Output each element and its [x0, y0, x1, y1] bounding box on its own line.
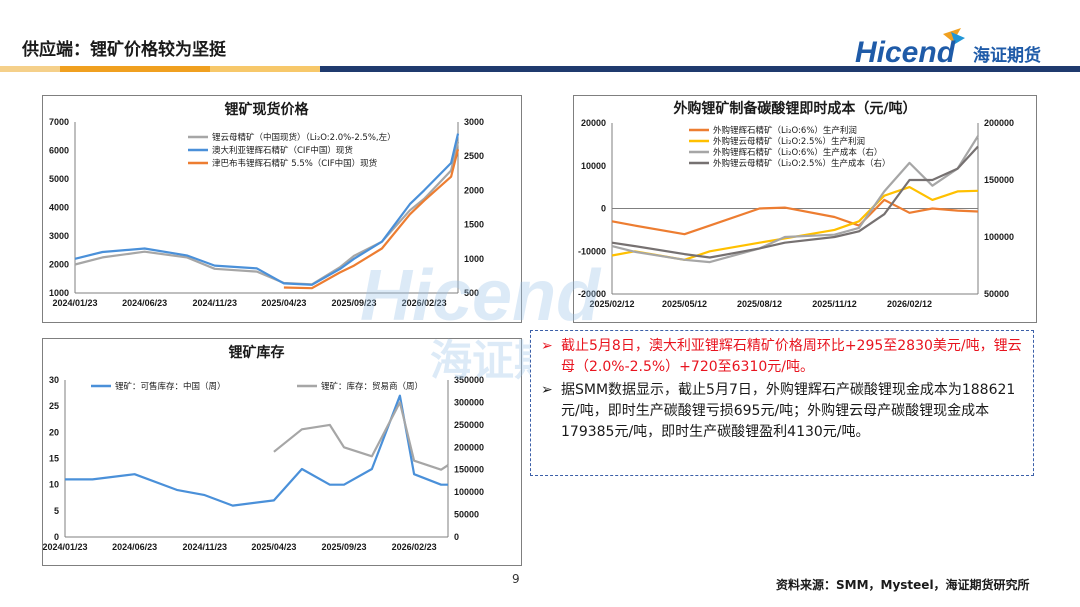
y-left-tick-label: 1000	[49, 288, 69, 298]
series-line	[611, 186, 979, 261]
y-right-tick-label: 0	[454, 532, 459, 542]
y-right-tick-label: 100000	[454, 487, 484, 497]
legend-label: 外购锂辉石精矿（Li₂O:6%）生产成本（右）	[713, 147, 882, 158]
x-tick-label: 2024/01/23	[52, 298, 97, 308]
series-line	[74, 133, 460, 286]
series-line	[611, 135, 979, 264]
y-right-tick-label: 2000	[464, 185, 484, 195]
y-right-tick-label: 2500	[464, 151, 484, 161]
y-left-tick-label: 0	[601, 204, 606, 214]
x-tick-label: 2025/08/12	[737, 299, 782, 309]
chart-title: 锂矿现货价格	[225, 101, 310, 118]
y-left-tick-label: 15	[49, 454, 59, 464]
y-left-tick-label: 25	[49, 401, 59, 411]
x-tick-label: 2024/06/23	[122, 298, 167, 308]
legend-label: 津巴布韦锂辉石精矿 5.5%（CIF中国）现货	[212, 158, 378, 169]
y-left-tick-label: 3000	[49, 231, 69, 241]
header-bar	[0, 66, 1080, 72]
source-note: 资料来源：SMM，Mysteel，海证期货研究所	[776, 578, 1030, 592]
chart-title: 锂矿库存	[229, 344, 285, 361]
chart-title: 外购锂矿制备碳酸锂即时成本（元/吨）	[673, 100, 916, 117]
x-tick-label: 2025/09/23	[331, 298, 376, 308]
x-tick-label: 2025/04/23	[261, 298, 306, 308]
y-right-tick-label: 1500	[464, 220, 484, 230]
legend-label: 锂矿：可售库存：中国（周）	[115, 381, 226, 392]
x-tick-label: 2024/11/23	[182, 542, 227, 552]
x-tick-label: 2025/04/23	[251, 542, 296, 552]
arrow-bullet-icon: ➢	[541, 338, 553, 354]
page-number: 9	[512, 572, 520, 586]
y-right-tick-label: 200000	[454, 442, 484, 452]
y-left-tick-label: 10000	[581, 161, 606, 171]
cost-profit-chart: 外购锂矿制备碳酸锂即时成本（元/吨） -20000 -10000 0 10000 2000…	[573, 95, 1037, 323]
slide-title: 供应端：锂矿价格较为坚挺	[22, 40, 226, 60]
y-right-tick-label: 350000	[454, 375, 484, 385]
y-left-tick-label: -20000	[578, 289, 606, 299]
y-left-tick-label: 4000	[49, 203, 69, 213]
y-left-tick-label: 5000	[49, 174, 69, 184]
y-right-tick-label: 500	[464, 288, 479, 298]
x-tick-label: 2025/11/12	[812, 299, 857, 309]
legend-label: 澳大利亚锂辉石精矿（CIF中国）现货	[212, 145, 353, 156]
legend-label: 外购锂辉石精矿（Li₂O:6%）生产利润	[713, 125, 857, 136]
callout-bullet: ➢ 据SMM数据显示，截止5月7日，外购锂辉石产碳酸锂现金成本为188621元/…	[541, 380, 1023, 443]
x-tick-label: 2026/02/23	[392, 542, 437, 552]
y-left-tick-label: 6000	[49, 146, 69, 156]
y-right-tick-label: 3000	[464, 117, 484, 127]
y-left-tick-label: 10	[49, 480, 59, 490]
callout-bullet-text: 截止5月8日，澳大利亚锂辉石精矿价格周环比+295至2830美元/吨，锂云母（2…	[561, 338, 1022, 375]
legend-label: 锂云母精矿（中国现货）（Li₂O:2.0%-2.5%,左）	[212, 132, 396, 143]
series-line	[611, 198, 979, 236]
x-tick-label: 2024/11/23	[192, 298, 237, 308]
inventory-chart: 锂矿库存 0 5 10 15 20 25 30 0 50000 100000 150000 200000…	[42, 338, 522, 566]
x-tick-label: 2025/05/12	[662, 299, 707, 309]
legend-label: 锂矿：库存：贸易商（周）	[321, 381, 423, 392]
y-left-tick-label: -10000	[578, 246, 606, 256]
logo-mark-icon	[943, 28, 965, 44]
y-right-tick-label: 50000	[454, 510, 479, 520]
legend-label: 外购锂云母精矿（Li₂O:2.5%）生产利润	[713, 136, 865, 147]
y-left-tick-label: 20000	[581, 118, 606, 128]
y-right-tick-label: 200000	[984, 118, 1014, 128]
arrow-bullet-icon: ➢	[541, 382, 553, 398]
y-left-tick-label: 30	[49, 375, 59, 385]
x-tick-label: 2025/02/12	[589, 299, 634, 309]
y-right-tick-label: 150000	[454, 465, 484, 475]
series-line	[283, 149, 460, 290]
logo-text: Hicend	[855, 36, 956, 69]
y-left-tick-label: 5	[54, 506, 59, 516]
x-tick-label: 2026/02/23	[402, 298, 447, 308]
spot-price-chart: 锂矿现货价格 1000 2000 3000 4000 5000 6000 7000 500 100…	[42, 95, 522, 323]
x-tick-label: 2025/09/23	[321, 542, 366, 552]
series-line	[273, 401, 449, 471]
y-right-tick-label: 1000	[464, 254, 484, 264]
y-left-tick-label: 20	[49, 427, 59, 437]
y-right-tick-label: 150000	[984, 175, 1014, 185]
y-right-tick-label: 250000	[454, 420, 484, 430]
y-right-tick-label: 100000	[984, 232, 1014, 242]
series-line	[65, 394, 448, 507]
callout-bullet-text: 据SMM数据显示，截止5月7日，外购锂辉石产碳酸锂现金成本为188621元/吨，…	[561, 382, 1016, 440]
x-tick-label: 2024/01/23	[43, 542, 88, 552]
y-left-tick-label: 2000	[49, 260, 69, 270]
legend-label: 外购锂云母精矿（Li₂O:2.5%）生产成本（右）	[713, 158, 891, 169]
summary-callout: ➢ 截止5月8日，澳大利亚锂辉石精矿价格周环比+295至2830美元/吨，锂云母…	[530, 330, 1034, 476]
logo-cn-text: 海证期货	[973, 45, 1041, 66]
callout-bullet: ➢ 截止5月8日，澳大利亚锂辉石精矿价格周环比+295至2830美元/吨，锂云母…	[541, 336, 1023, 378]
y-left-tick-label: 7000	[49, 117, 69, 127]
hicend-logo: Hicend 海证期货	[855, 28, 1041, 69]
y-right-tick-label: 50000	[984, 289, 1009, 299]
y-right-tick-label: 300000	[454, 397, 484, 407]
x-tick-label: 2026/02/12	[887, 299, 932, 309]
x-tick-label: 2024/06/23	[112, 542, 157, 552]
series-line	[611, 145, 979, 259]
y-left-tick-label: 0	[54, 532, 59, 542]
